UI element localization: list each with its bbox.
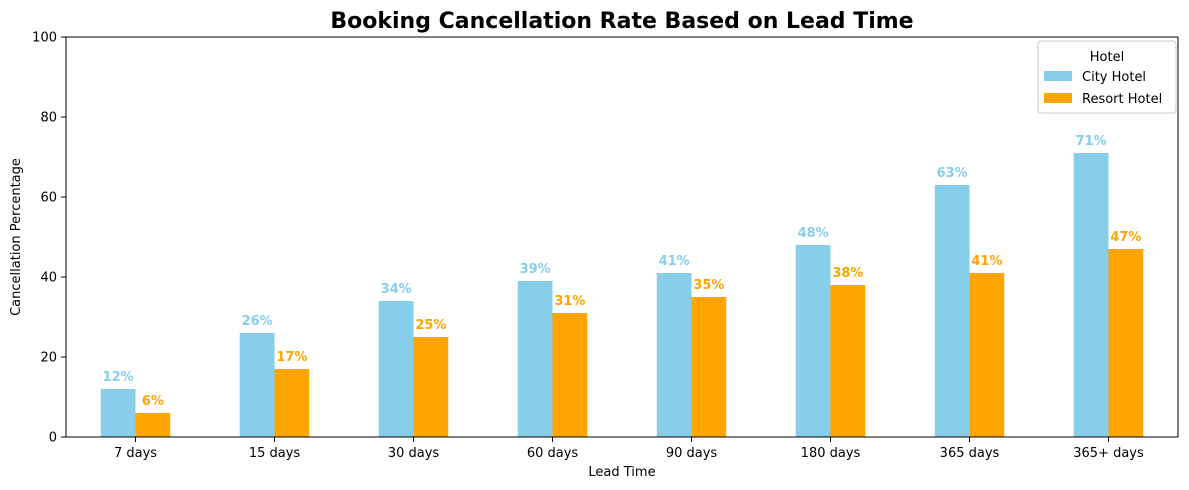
data-label: 38%	[832, 266, 863, 281]
legend: Hotel City Hotel Resort Hotel	[1037, 40, 1177, 114]
x-tick-label: 7 days	[114, 446, 157, 461]
data-label: 39%	[520, 262, 551, 277]
bar-city-hotel	[100, 389, 136, 437]
x-axis-label: Lead Time	[588, 465, 655, 480]
data-label: 6%	[142, 394, 164, 409]
x-tick-label: 365 days	[940, 446, 1000, 461]
y-axis-label: Cancellation Percentage	[9, 158, 24, 316]
data-label: 47%	[1110, 230, 1141, 245]
data-label: 71%	[1076, 134, 1107, 149]
bar-city-hotel	[378, 301, 414, 437]
bar-city-hotel	[239, 333, 275, 437]
bar-city-hotel	[517, 281, 553, 437]
x-tick-label: 60 days	[527, 446, 579, 461]
x-tick-label: 180 days	[801, 446, 861, 461]
data-label: 31%	[554, 294, 585, 309]
data-label: 63%	[937, 166, 968, 181]
chart-title: Booking Cancellation Rate Based on Lead …	[330, 9, 913, 34]
bar-resort-hotel	[413, 337, 449, 437]
legend-swatch-resort-hotel	[1044, 93, 1072, 103]
bar-resort-hotel	[135, 413, 171, 437]
bar-city-hotel	[934, 185, 970, 437]
data-label: 41%	[971, 254, 1002, 269]
x-tick-label: 15 days	[249, 446, 301, 461]
y-tick-label: 100	[32, 31, 57, 46]
bar-resort-hotel	[552, 313, 588, 437]
data-label: 35%	[693, 278, 724, 293]
y-tick-label: 0	[49, 431, 57, 446]
y-tick-label: 40	[40, 271, 57, 286]
bar-resort-hotel	[1108, 249, 1144, 437]
data-label: 48%	[798, 226, 829, 241]
x-tick-label: 30 days	[388, 446, 440, 461]
data-label: 25%	[415, 318, 446, 333]
data-label: 34%	[381, 282, 412, 297]
legend-frame	[1037, 40, 1177, 114]
bar-resort-hotel	[274, 369, 310, 437]
legend-label: City Hotel	[1082, 70, 1146, 85]
bar-resort-hotel	[969, 273, 1005, 437]
x-tick-label: 365+ days	[1073, 446, 1144, 461]
x-tick-label: 90 days	[666, 446, 718, 461]
y-tick-label: 80	[40, 111, 57, 126]
y-tick-label: 20	[40, 351, 57, 366]
bar-city-hotel	[795, 245, 831, 437]
legend-swatch-city-hotel	[1044, 71, 1072, 81]
data-label: 12%	[103, 370, 134, 385]
data-label: 41%	[659, 254, 690, 269]
data-label: 26%	[242, 314, 273, 329]
bar-resort-hotel	[691, 297, 727, 437]
legend-label: Resort Hotel	[1082, 92, 1162, 107]
data-label: 17%	[276, 350, 307, 365]
plot-area: 12% 26% 34% 39% 41% 48% 63% 71% 6% 17% 25% 31% 35% 38…	[32, 31, 1179, 461]
axes-frame	[65, 36, 1179, 438]
y-tick-label: 60	[40, 191, 57, 206]
bar-city-hotel	[656, 273, 692, 437]
legend-title: Hotel	[1090, 50, 1124, 65]
bar-resort-hotel	[830, 285, 866, 437]
bar-city-hotel	[1073, 153, 1109, 437]
